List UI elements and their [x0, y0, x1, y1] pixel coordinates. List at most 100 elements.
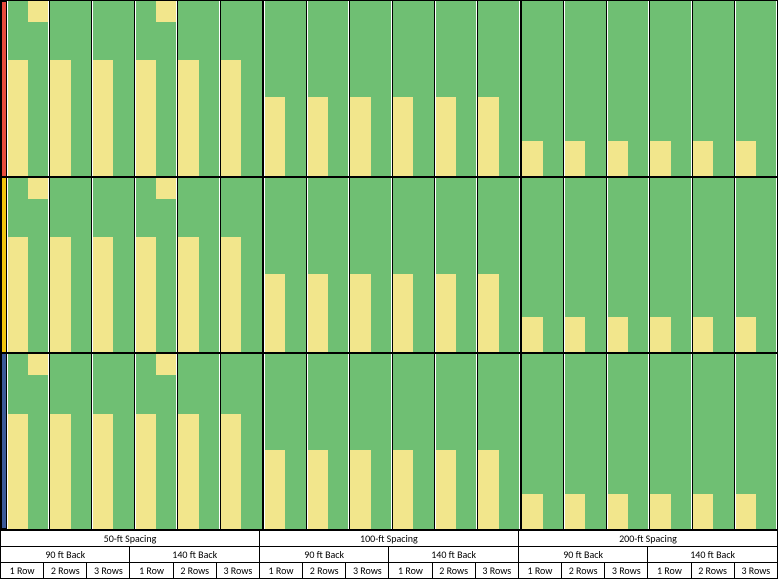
segment: [265, 354, 285, 450]
data-column: [435, 1, 478, 176]
segment: [713, 354, 733, 529]
segment: [28, 375, 48, 529]
segment: [456, 178, 476, 353]
major-row: [7, 1, 777, 178]
segment: [265, 178, 285, 274]
back-header: 90 ft Back: [518, 547, 647, 563]
spacing-group: [522, 354, 777, 529]
segment: [522, 494, 542, 529]
segment: [565, 1, 585, 141]
segment: [221, 354, 241, 413]
rows-header: 2 Rows: [303, 563, 346, 579]
segment: [93, 178, 113, 237]
segment: [436, 178, 456, 274]
segment: [199, 354, 219, 529]
segment: [350, 1, 370, 97]
segment: [371, 178, 391, 353]
segment: [178, 60, 198, 175]
data-column: [435, 354, 478, 529]
data-column: [50, 178, 93, 353]
segment: [199, 178, 219, 353]
segment: [221, 1, 241, 60]
segment: [478, 274, 498, 353]
rows-header: 2 Rows: [432, 563, 475, 579]
segment: [113, 354, 133, 529]
segment: [393, 354, 413, 450]
segment: [328, 1, 348, 176]
data-column: [735, 354, 777, 529]
data-column: [393, 178, 436, 353]
rows-header: 2 Rows: [173, 563, 216, 579]
segment: [628, 178, 648, 353]
rows-header: 1 Row: [518, 563, 561, 579]
segment: [178, 237, 198, 352]
segment: [650, 354, 670, 494]
segment: [736, 1, 756, 141]
segment: [436, 97, 456, 176]
segment: [478, 1, 498, 97]
segment: [350, 450, 370, 529]
back-group: [7, 354, 135, 529]
back-group: [135, 1, 262, 176]
segment: [671, 354, 691, 529]
segment: [608, 1, 628, 141]
data-column: [221, 354, 263, 529]
segment: [693, 317, 713, 352]
back-group: [393, 354, 520, 529]
segment: [178, 1, 198, 60]
segment: [199, 1, 219, 176]
segment: [50, 178, 70, 237]
segment: [8, 1, 28, 60]
segment: [50, 237, 70, 352]
segment: [522, 354, 542, 494]
spacing-header: 100-ft Spacing: [259, 531, 518, 547]
segment: [265, 1, 285, 97]
segment: [308, 178, 328, 274]
rows-header: 2 Rows: [44, 563, 87, 579]
data-column: [478, 354, 520, 529]
back-group: [522, 178, 650, 353]
data-column: [92, 178, 134, 353]
segment: [113, 178, 133, 353]
segment: [8, 414, 28, 529]
data-column: [393, 354, 436, 529]
segment: [393, 178, 413, 274]
segment: [736, 141, 756, 176]
segment: [28, 1, 48, 22]
segment: [241, 354, 261, 529]
back-group: [135, 354, 262, 529]
spacing-group: [7, 1, 264, 176]
segment: [756, 178, 776, 353]
segment: [136, 354, 156, 413]
segment: [308, 97, 328, 176]
back-header: 140 ft Back: [389, 547, 518, 563]
segment: [608, 141, 628, 176]
data-column: [735, 1, 777, 176]
segment: [671, 1, 691, 176]
segment: [436, 354, 456, 450]
data-column: [307, 178, 350, 353]
segment: [478, 354, 498, 450]
spacing-group: [264, 1, 521, 176]
data-column: [178, 1, 221, 176]
segment: [285, 354, 305, 529]
segment: [628, 354, 648, 529]
rows-header: 1 Row: [259, 563, 302, 579]
data-column: [693, 354, 736, 529]
segment: [136, 60, 156, 175]
segment: [28, 178, 48, 199]
segment: [285, 178, 305, 353]
data-column: [607, 354, 649, 529]
data-column: [307, 354, 350, 529]
data-column: [350, 354, 392, 529]
segment: [156, 199, 176, 353]
back-group: [393, 1, 520, 176]
chart-body: [7, 1, 777, 529]
segment: [71, 1, 91, 176]
spacing-group: [264, 178, 521, 353]
data-column: [221, 178, 263, 353]
segment: [693, 1, 713, 141]
segment: [221, 237, 241, 352]
segment: [393, 97, 413, 176]
back-group: [7, 1, 135, 176]
